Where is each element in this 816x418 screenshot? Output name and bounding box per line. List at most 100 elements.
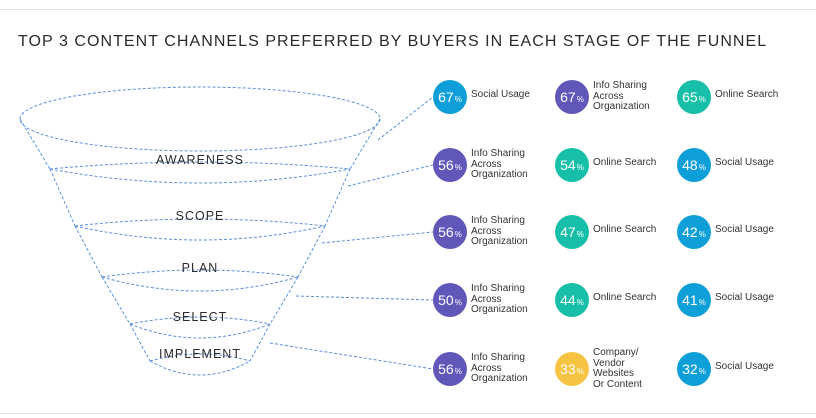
percent-unit: % xyxy=(454,162,462,172)
percent-value: 54 xyxy=(560,157,576,173)
channel-label: Online Search xyxy=(593,223,657,235)
percent-value: 47 xyxy=(560,224,576,240)
percent-value: 42 xyxy=(682,224,698,240)
channel-item: 41% Social Usage xyxy=(677,283,774,317)
channel-label: Info Sharing Across Organization xyxy=(471,148,528,181)
funnel-rim xyxy=(74,225,326,241)
percent-bubble: 47% xyxy=(555,215,589,249)
channel-label: Online Search xyxy=(593,156,657,168)
channel-label: Social Usage xyxy=(715,291,774,303)
percent-bubble: 33% xyxy=(555,352,589,386)
channel-item: 42% Social Usage xyxy=(677,215,774,249)
percent-bubble: 56% xyxy=(433,215,467,249)
percent-value: 56 xyxy=(438,224,454,240)
percent-value: 67 xyxy=(438,89,454,105)
percent-bubble: 48% xyxy=(677,148,711,182)
percent-value: 44 xyxy=(560,292,576,308)
stage-label-awareness: AWARENESS xyxy=(156,153,244,167)
percent-bubble: 56% xyxy=(433,148,467,182)
percent-value: 48 xyxy=(682,157,698,173)
channel-label: Info Sharing Across Organization xyxy=(471,215,528,248)
percent-value: 32 xyxy=(682,361,698,377)
funnel-rim xyxy=(149,360,251,376)
funnel-side-left xyxy=(101,276,131,325)
percent-unit: % xyxy=(698,94,706,104)
connector-line xyxy=(321,231,434,244)
channel-item: 56% Info Sharing Across Organization xyxy=(433,352,528,386)
funnel-rim-back xyxy=(101,269,299,278)
stage-label-select: SELECT xyxy=(173,310,228,324)
channel-item: 54% Online Search xyxy=(555,148,656,182)
percent-unit: % xyxy=(576,162,584,172)
percent-bubble: 42% xyxy=(677,215,711,249)
infographic-title: TOP 3 CONTENT CHANNELS PREFERRED BY BUYE… xyxy=(18,33,768,50)
funnel-side-right xyxy=(249,323,271,362)
channel-label: Company/Vendor Websites Or Content xyxy=(593,347,642,390)
funnel-side-right xyxy=(324,168,351,227)
percent-unit: % xyxy=(576,366,584,376)
funnel-rim xyxy=(101,276,299,292)
channel-label: Info Sharing Across Organization xyxy=(593,80,650,113)
funnel-side-right xyxy=(297,225,326,278)
channel-item: 44% Online Search xyxy=(555,283,656,317)
percent-value: 41 xyxy=(682,292,698,308)
percent-unit: % xyxy=(698,162,706,172)
funnel-top-rim xyxy=(19,86,381,152)
channel-label: Social Usage xyxy=(471,88,530,100)
connector-line xyxy=(347,164,434,187)
funnel-rim-back xyxy=(149,353,251,362)
percent-unit: % xyxy=(576,94,584,104)
channel-item: 47% Online Search xyxy=(555,215,656,249)
percent-bubble: 32% xyxy=(677,352,711,386)
percent-bubble: 65% xyxy=(677,80,711,114)
percent-value: 50 xyxy=(438,292,454,308)
channel-item: 65% Online Search xyxy=(677,80,778,114)
percent-unit: % xyxy=(698,297,706,307)
channel-item: 56% Info Sharing Across Organization xyxy=(433,148,528,182)
channel-item: 67% Social Usage xyxy=(433,80,530,114)
channel-label: Info Sharing Across Organization xyxy=(471,352,528,385)
channel-label: Social Usage xyxy=(715,360,774,372)
percent-unit: % xyxy=(454,297,462,307)
funnel-rim xyxy=(129,323,271,339)
channel-label: Social Usage xyxy=(715,223,774,235)
percent-unit: % xyxy=(454,229,462,239)
channel-label: Social Usage xyxy=(715,156,774,168)
percent-unit: % xyxy=(576,297,584,307)
channel-label: Online Search xyxy=(715,88,779,100)
percent-bubble: 67% xyxy=(555,80,589,114)
funnel-side-left xyxy=(129,323,151,362)
stage-label-implement: IMPLEMENT xyxy=(159,347,241,361)
percent-bubble: 67% xyxy=(433,80,467,114)
percent-value: 56 xyxy=(438,157,454,173)
percent-bubble: 54% xyxy=(555,148,589,182)
funnel-rim-back xyxy=(129,316,271,325)
percent-unit: % xyxy=(576,229,584,239)
funnel-side-right xyxy=(269,276,299,325)
percent-value: 65 xyxy=(682,89,698,105)
channel-item: 56% Info Sharing Across Organization xyxy=(433,215,528,249)
percent-value: 33 xyxy=(560,361,576,377)
channel-item: 32% Social Usage xyxy=(677,352,774,386)
funnel-rim-back xyxy=(49,161,351,170)
connector-line xyxy=(269,342,434,370)
channel-item: 48% Social Usage xyxy=(677,148,774,182)
percent-value: 67 xyxy=(560,89,576,105)
connector-line xyxy=(377,96,434,141)
percent-bubble: 56% xyxy=(433,352,467,386)
channel-item: 33% Company/Vendor Websites Or Content xyxy=(555,347,642,389)
percent-bubble: 50% xyxy=(433,283,467,317)
funnel-rim xyxy=(49,168,351,184)
connector-line xyxy=(295,295,434,301)
stage-label-scope: SCOPE xyxy=(176,209,225,223)
channel-item: 67% Info Sharing Across Organization xyxy=(555,80,650,114)
channel-label: Info Sharing Across Organization xyxy=(471,283,528,316)
percent-unit: % xyxy=(698,366,706,376)
percent-value: 56 xyxy=(438,361,454,377)
funnel-side-left xyxy=(49,168,76,227)
percent-unit: % xyxy=(698,229,706,239)
channel-label: Online Search xyxy=(593,291,657,303)
percent-bubble: 44% xyxy=(555,283,589,317)
